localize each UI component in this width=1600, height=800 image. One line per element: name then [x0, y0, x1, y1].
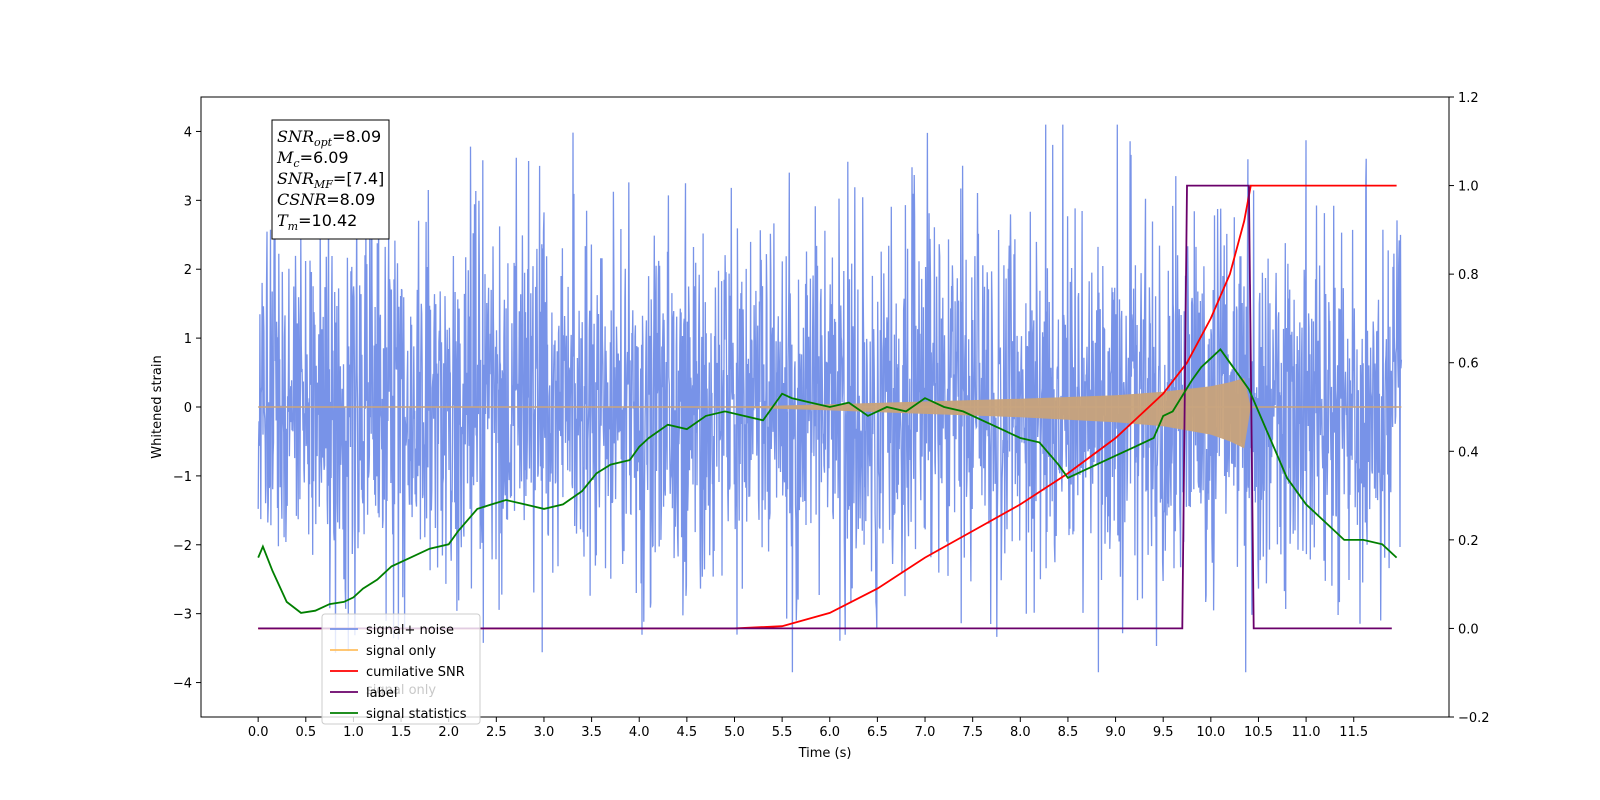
info-box-frame [271, 119, 390, 240]
x-tick-label: 3.0 [534, 725, 555, 740]
signal-noise-line [257, 124, 1403, 673]
x-tick-label: 8.0 [1010, 725, 1031, 740]
y2-tick-label: 1.2 [1458, 91, 1479, 106]
x-tick-label: 10.0 [1196, 725, 1225, 740]
x-tick-label: 9.5 [1153, 725, 1174, 740]
x-tick-label: 0.0 [248, 725, 269, 740]
info-line: CSNR=8.09 [277, 190, 375, 209]
x-axis-label: Time (s) [798, 746, 852, 761]
x-tick-label: 11.5 [1339, 725, 1368, 740]
y-tick-label: −2 [173, 539, 192, 554]
y-tick-label: 3 [184, 194, 192, 209]
cumulative-snr-series [258, 184, 1397, 630]
x-tick-label: 4.0 [629, 725, 650, 740]
info-line: Mc=6.09 [276, 148, 349, 170]
x-tick-label: 3.5 [581, 725, 602, 740]
y2-tick-label: 0.8 [1458, 268, 1479, 283]
info-line: SNRMF=[7.4] [277, 169, 384, 191]
y2-tick-label: −0.2 [1458, 711, 1490, 726]
y-tick-label: 4 [184, 125, 192, 140]
y2-axis-ticks: 1.2 1.0 0.8 0.6 0.4 0.2 0.0 −0.2 [1449, 91, 1490, 726]
y-tick-label: −1 [173, 470, 192, 485]
y-tick-label: 0 [184, 401, 192, 416]
legend-label: signal statistics [366, 707, 467, 722]
x-tick-label: 6.0 [819, 725, 840, 740]
x-tick-label: 7.0 [915, 725, 936, 740]
x-tick-label: 6.5 [867, 725, 888, 740]
x-tick-label: 4.5 [677, 725, 698, 740]
label-series [258, 184, 1392, 630]
x-tick-label: 5.0 [724, 725, 745, 740]
signal-only-fill [258, 378, 1402, 449]
x-tick-label: 11.0 [1292, 725, 1321, 740]
legend-label: label [366, 686, 397, 701]
y2-tick-label: 0.6 [1458, 357, 1479, 372]
y2-tick-label: 0.4 [1458, 445, 1479, 460]
legend-label: cumilative SNR [366, 665, 465, 680]
x-tick-label: 7.5 [962, 725, 983, 740]
x-tick-label: 1.5 [391, 725, 412, 740]
y-axis-ticks: 4 3 2 1 0 −1 −2 −3 −4 [173, 125, 201, 692]
x-tick-label: 2.0 [438, 725, 459, 740]
y2-tick-label: 0.2 [1458, 534, 1479, 549]
info-line: SNRopt=8.09 [277, 127, 381, 149]
signal-statistics-series [257, 348, 1398, 614]
x-tick-label: 1.0 [343, 725, 364, 740]
y-tick-label: −3 [173, 608, 192, 623]
legend-frame [321, 613, 481, 725]
x-tick-label: 0.5 [295, 725, 316, 740]
x-tick-label: 9.0 [1105, 725, 1126, 740]
x-tick-label: 2.5 [486, 725, 507, 740]
y-tick-label: 1 [184, 332, 192, 347]
legend-label: signal+ noise [366, 623, 454, 638]
x-tick-label: 5.5 [772, 725, 793, 740]
y2-tick-label: 1.0 [1458, 180, 1479, 195]
x-tick-label: 10.5 [1244, 725, 1273, 740]
signal-statistics-line [257, 348, 1398, 614]
plot-area [257, 124, 1403, 673]
legend-label: signal only [366, 644, 436, 659]
y2-tick-label: 0.0 [1458, 622, 1479, 637]
legend-hidden-text: signal only [366, 683, 436, 698]
y-axis-label: Whitened strain [150, 355, 165, 458]
cumulative-snr-line [258, 184, 1397, 630]
x-tick-label: 8.5 [1058, 725, 1079, 740]
y-tick-label: 2 [184, 263, 192, 278]
x-axis-ticks: 0.0 0.5 1.0 1.5 2.0 2.5 3.0 3.5 4.0 4.5 5.0 5.5 6.0 6… [248, 717, 1368, 740]
legend: signal only signal+ noise signal only cumi… [321, 613, 481, 725]
y-tick-label: −4 [173, 677, 192, 692]
label-line [258, 184, 1392, 630]
signal-noise-series [257, 124, 1403, 673]
info-line: Tm=10.42 [277, 211, 357, 233]
